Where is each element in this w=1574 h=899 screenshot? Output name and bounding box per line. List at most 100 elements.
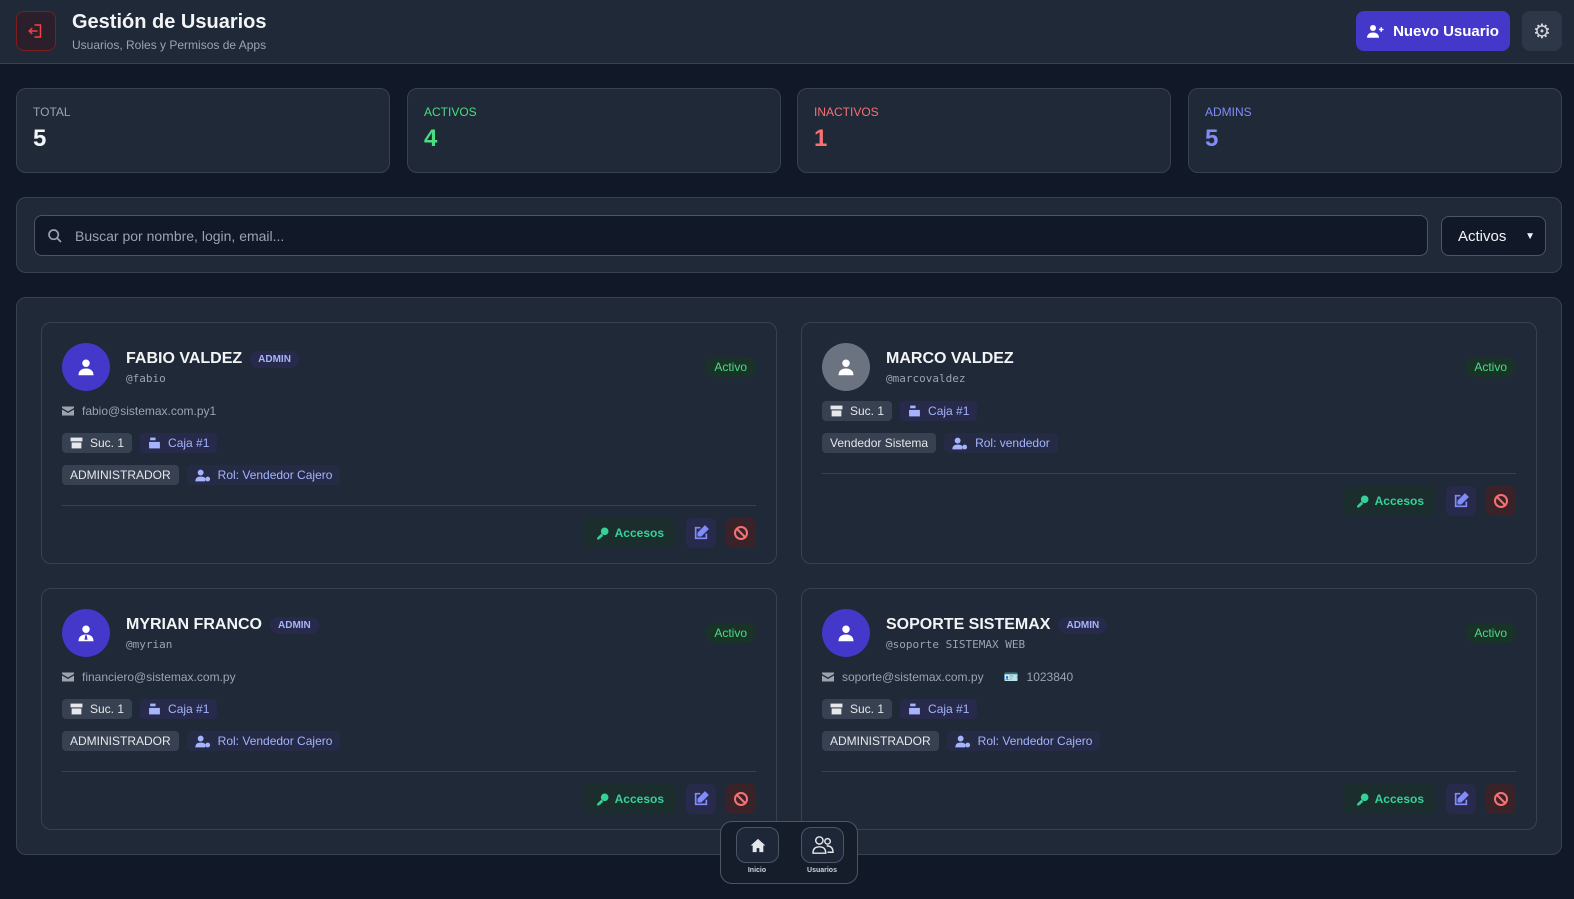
- logout-button[interactable]: [16, 11, 56, 51]
- user-card: MYRIAN FRANCO ADMIN @myrian Activo financ…: [41, 588, 777, 830]
- stat-value: 5: [33, 125, 47, 152]
- app-header: Gestión de Usuarios Usuarios, Roles y Pe…: [0, 0, 1574, 64]
- access-button[interactable]: Accesos: [583, 784, 676, 814]
- divider: [62, 771, 756, 772]
- status-filter-select[interactable]: Activos ▼: [1441, 216, 1546, 256]
- edit-button[interactable]: [686, 784, 716, 814]
- stat-label: TOTAL: [33, 105, 71, 119]
- store-icon: [830, 405, 843, 417]
- user-card: FABIO VALDEZ ADMIN @fabio Activo fabio@si…: [41, 322, 777, 564]
- admin-badge: ADMIN: [250, 350, 299, 368]
- store-icon: [70, 703, 83, 715]
- id-card-icon: 🪪: [1003, 670, 1019, 684]
- user-login: @soporte SISTEMAX WEB: [886, 638, 1026, 651]
- deactivate-button[interactable]: [1486, 784, 1516, 814]
- cash-register-icon: [909, 703, 920, 715]
- role-row: Vendedor Sistema Rol: vendedor: [822, 433, 1516, 453]
- edit-icon: [694, 791, 709, 806]
- new-user-button[interactable]: Nuevo Usuario: [1356, 11, 1510, 51]
- branch-label: Suc. 1: [90, 702, 125, 716]
- user-name: SOPORTE SISTEMAX: [886, 616, 1051, 633]
- deactivate-button[interactable]: [1486, 486, 1516, 516]
- role-chip: Rol: Vendedor Cajero: [186, 465, 341, 485]
- user-name-row: SOPORTE SISTEMAX ADMIN: [886, 616, 1108, 634]
- edit-icon: [694, 525, 709, 540]
- edit-button[interactable]: [1446, 486, 1476, 516]
- key-icon: [596, 793, 609, 805]
- gear-icon: ⚙: [1533, 20, 1551, 43]
- search-panel: Activos ▼: [16, 197, 1562, 273]
- nav-home-label: Inicio: [747, 867, 767, 874]
- settings-button[interactable]: ⚙: [1522, 11, 1562, 51]
- register-label: Caja #1: [928, 404, 970, 418]
- stat-label: INACTIVOS: [814, 105, 879, 119]
- branch-label: Suc. 1: [90, 436, 125, 450]
- search-box: [34, 215, 1428, 256]
- status-badge: Activo: [1465, 357, 1516, 377]
- search-icon: [48, 228, 62, 243]
- cash-register-icon: [909, 405, 920, 417]
- card-actions: Accesos: [1343, 784, 1516, 814]
- user-plus-icon: [1367, 25, 1384, 38]
- key-icon: [1356, 495, 1369, 507]
- register-chip: Caja #1: [140, 433, 218, 453]
- register-chip: Caja #1: [900, 401, 978, 421]
- status-badge: Activo: [1465, 623, 1516, 643]
- user-details: financiero@sistemax.com.py Suc. 1 Caja #1 A…: [62, 667, 756, 763]
- register-chip: Caja #1: [140, 699, 218, 719]
- location-row: Suc. 1 Caja #1: [62, 699, 756, 719]
- access-button[interactable]: Accesos: [583, 518, 676, 548]
- admin-badge: ADMIN: [270, 616, 319, 634]
- chevron-down-icon: ▼: [1525, 230, 1535, 242]
- branch-chip: Suc. 1: [62, 433, 133, 453]
- user-icon: [838, 625, 854, 642]
- role-row: ADMINISTRADOR Rol: Vendedor Cajero: [62, 465, 756, 485]
- user-card: MARCO VALDEZ @marcovaldez Activo Suc. 1 C…: [801, 322, 1537, 564]
- user-name-row: MYRIAN FRANCO ADMIN: [126, 616, 319, 634]
- bottom-nav: Inicio Usuarios: [720, 821, 858, 884]
- stat-value: 5: [1205, 125, 1219, 152]
- cash-register-icon: [149, 703, 160, 715]
- register-label: Caja #1: [168, 702, 210, 716]
- edit-button[interactable]: [1446, 784, 1476, 814]
- user-name: MYRIAN FRANCO: [126, 616, 262, 633]
- access-button[interactable]: Accesos: [1343, 784, 1436, 814]
- user-tag-icon: [954, 735, 970, 747]
- role-chip: Rol: Vendedor Cajero: [946, 731, 1101, 751]
- nav-users-button[interactable]: [801, 827, 844, 863]
- logout-icon: [28, 24, 42, 38]
- status-badge: Activo: [705, 623, 756, 643]
- edit-button[interactable]: [686, 518, 716, 548]
- stat-card-inactivos: INACTIVOS 1: [797, 88, 1171, 173]
- branch-chip: Suc. 1: [822, 401, 893, 421]
- nav-users-label: Usuarios: [807, 867, 837, 874]
- role-label: Rol: Vendedor Cajero: [217, 468, 333, 482]
- user-name: FABIO VALDEZ: [126, 350, 243, 367]
- avatar: [62, 609, 110, 657]
- deactivate-button[interactable]: [726, 518, 756, 548]
- nav-home-button[interactable]: [736, 827, 779, 863]
- status-badge: Activo: [705, 357, 756, 377]
- user-name-row: FABIO VALDEZ ADMIN: [126, 350, 299, 368]
- location-row: Suc. 1 Caja #1: [822, 401, 1516, 421]
- cash-register-icon: [149, 437, 160, 449]
- branch-label: Suc. 1: [850, 702, 885, 716]
- key-icon: [1356, 793, 1369, 805]
- branch-label: Suc. 1: [850, 404, 885, 418]
- access-label: Accesos: [614, 526, 664, 540]
- edit-icon: [1454, 791, 1469, 806]
- stat-card-admins: ADMINS 5: [1188, 88, 1562, 173]
- search-input[interactable]: [75, 227, 1427, 244]
- location-row: Suc. 1 Caja #1: [62, 433, 756, 453]
- register-label: Caja #1: [168, 436, 210, 450]
- ban-icon: [1494, 494, 1508, 508]
- contact-row: financiero@sistemax.com.py: [62, 667, 756, 687]
- user-type-chip: ADMINISTRADOR: [822, 731, 939, 751]
- user-tag-icon: [194, 735, 210, 747]
- access-button[interactable]: Accesos: [1343, 486, 1436, 516]
- user-card: SOPORTE SISTEMAX ADMIN @soporte SISTEMAX …: [801, 588, 1537, 830]
- deactivate-button[interactable]: [726, 784, 756, 814]
- user-login: @marcovaldez: [886, 372, 966, 385]
- user-email: financiero@sistemax.com.py: [82, 670, 236, 684]
- stat-value: 4: [424, 125, 438, 152]
